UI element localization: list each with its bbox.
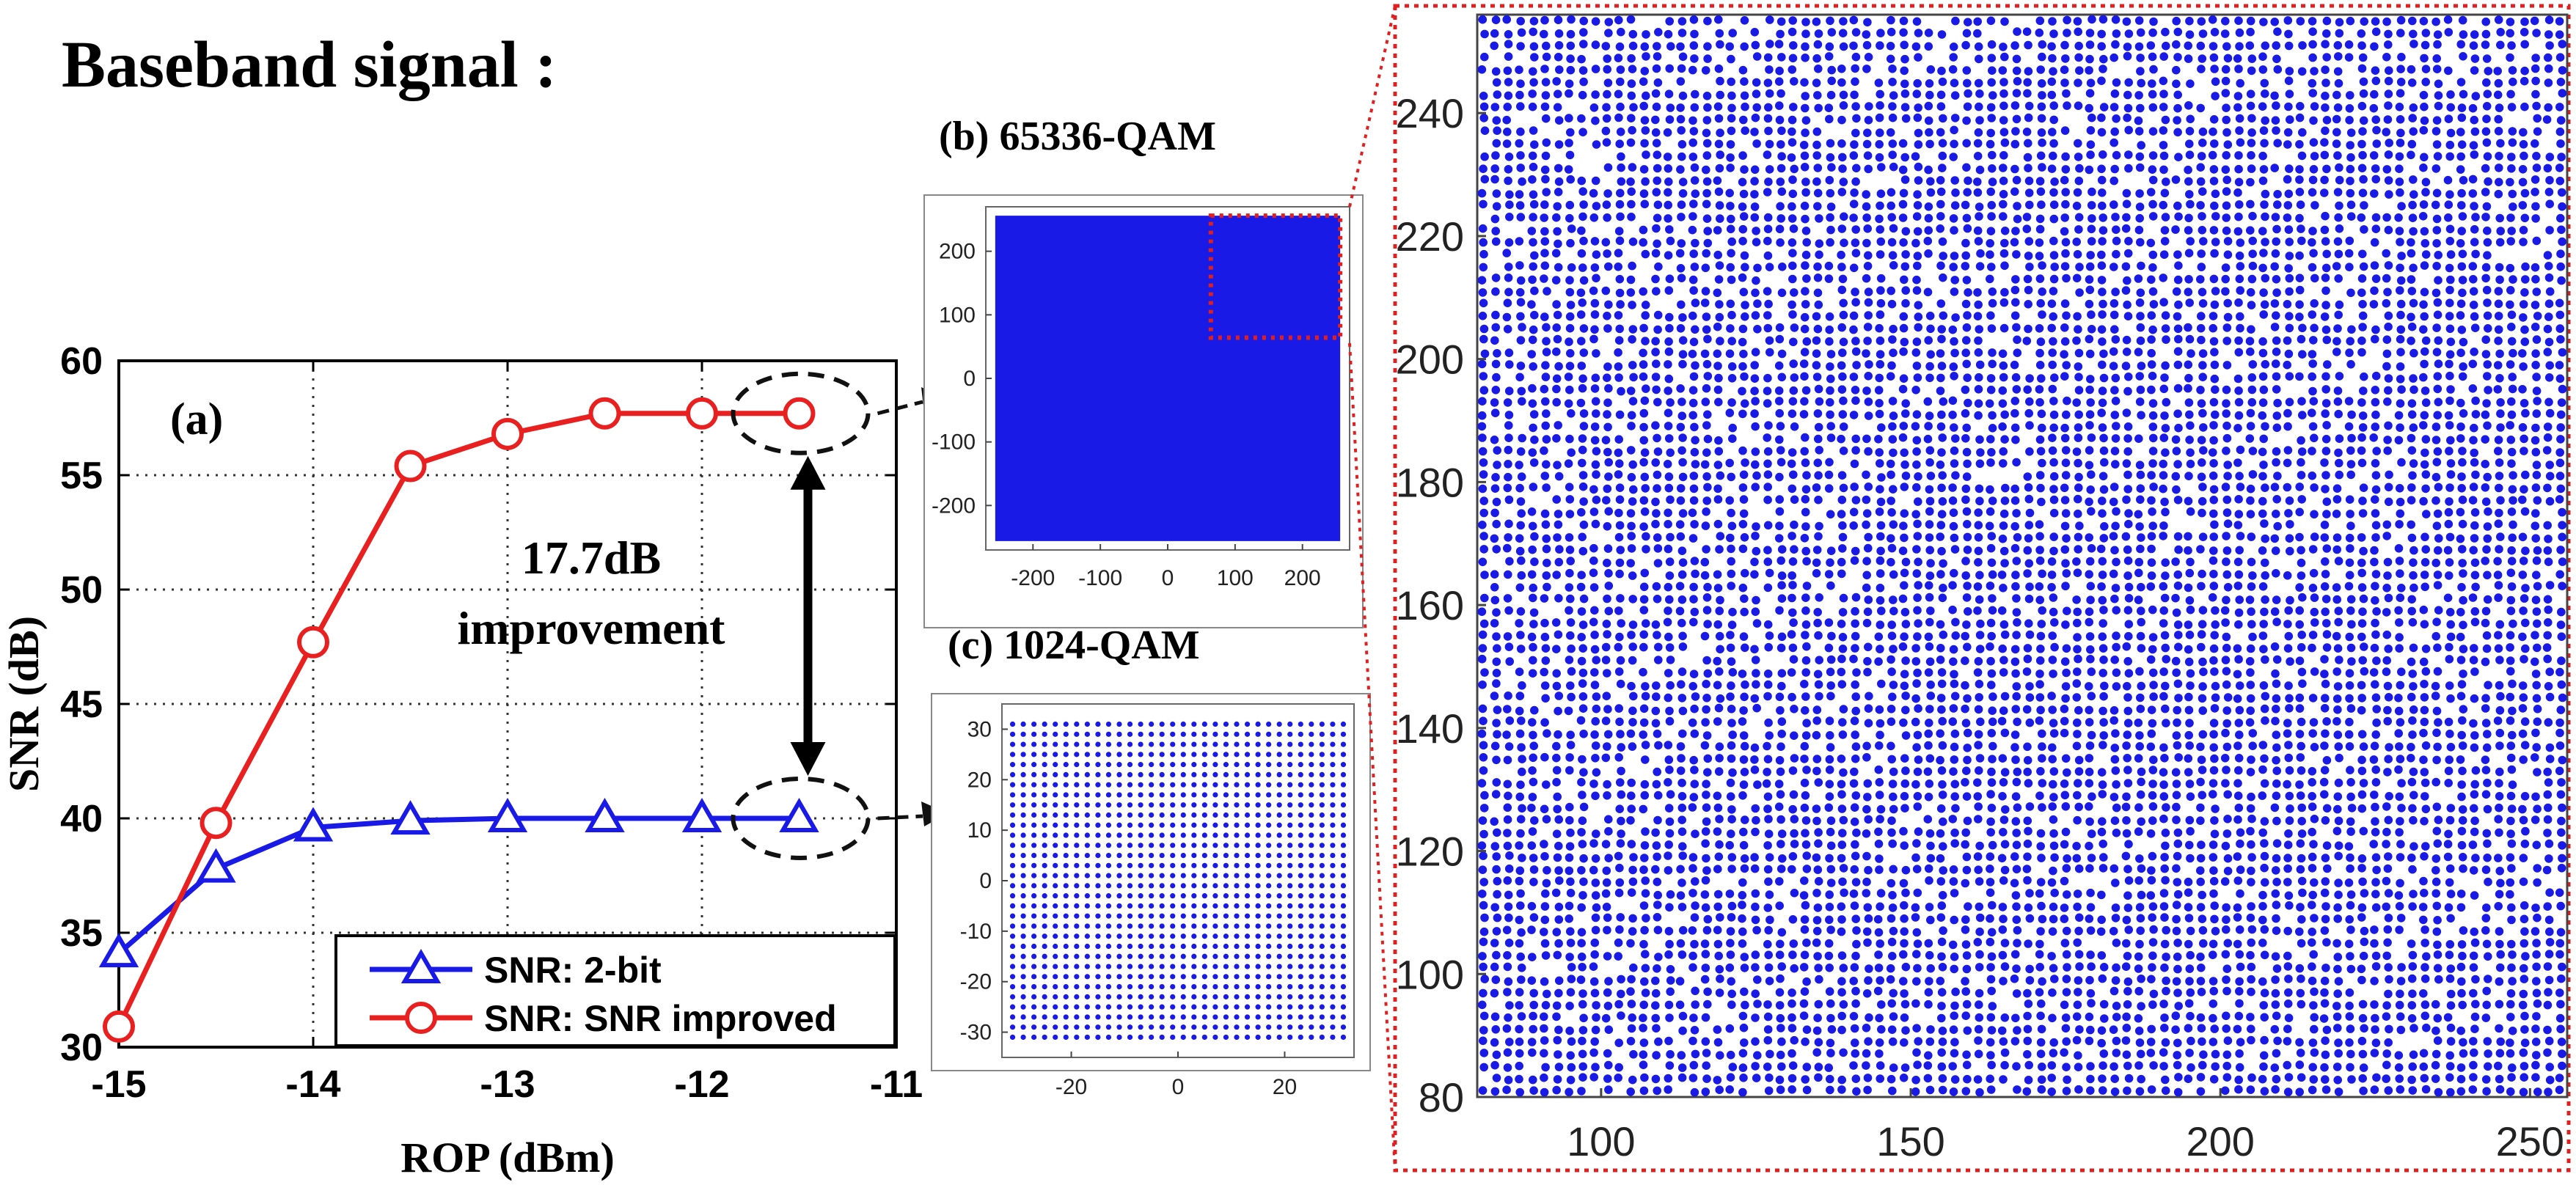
legend-label: SNR: SNR improved bbox=[484, 998, 837, 1039]
x-tick-label: 20 bbox=[1273, 1075, 1297, 1099]
panel-c-frame bbox=[931, 693, 1371, 1071]
y-tick-label: 30 bbox=[60, 1027, 103, 1069]
zoom-connector-line bbox=[1348, 342, 1397, 1171]
series-line-2bit bbox=[117, 815, 799, 955]
zoom-connector-line bbox=[1348, 5, 1397, 208]
x-tick-label: -13 bbox=[480, 1063, 535, 1106]
y-tick-label: 50 bbox=[60, 569, 103, 612]
x-tick-label: 100 bbox=[1217, 566, 1254, 590]
circle-marker bbox=[394, 450, 427, 483]
pointer-dashed-line bbox=[877, 814, 923, 821]
legend-triangle-marker bbox=[400, 949, 442, 983]
y-tick-label: 10 bbox=[967, 818, 992, 843]
y-tick-label: 140 bbox=[1396, 705, 1464, 752]
circle-marker bbox=[588, 397, 621, 430]
y-tick-label: 120 bbox=[1396, 829, 1464, 875]
pointer-dashed-line bbox=[877, 400, 923, 416]
constellation-points-block bbox=[995, 216, 1341, 541]
y-tick-label: 0 bbox=[963, 367, 976, 391]
panel-c-title: (c) 1024-QAM bbox=[948, 623, 1200, 668]
y-tick-label: -20 bbox=[960, 970, 992, 994]
figure-title: Baseband signal : bbox=[62, 29, 557, 101]
triangle-marker bbox=[487, 798, 528, 832]
triangle-marker bbox=[196, 848, 236, 883]
y-tick-label: 35 bbox=[60, 912, 103, 955]
improvement-value-text: 17.7dB bbox=[522, 532, 661, 584]
arrow-head-down bbox=[790, 742, 826, 776]
legend-circle-marker bbox=[405, 1002, 437, 1034]
circle-marker bbox=[103, 1010, 135, 1043]
y-tick-label: 20 bbox=[967, 768, 992, 792]
y-tick-label: 55 bbox=[60, 455, 103, 497]
x-tick-label: 200 bbox=[1284, 566, 1321, 590]
x-tick-label: -12 bbox=[674, 1063, 729, 1106]
y-tick-label: 200 bbox=[939, 240, 976, 264]
x-tick-label: -11 bbox=[870, 1063, 923, 1106]
y-tick-label: 40 bbox=[60, 798, 103, 840]
highlight-ellipse bbox=[731, 371, 871, 455]
y-tick-label: -30 bbox=[960, 1021, 992, 1045]
x-tick-label: 250 bbox=[2496, 1118, 2564, 1164]
zoom-region-box bbox=[1208, 213, 1343, 340]
triangle-marker bbox=[293, 807, 334, 842]
y-tick-label: 30 bbox=[967, 717, 992, 741]
y-tick-label: 200 bbox=[1396, 337, 1464, 383]
constellation-points bbox=[1009, 721, 1347, 1041]
circle-marker bbox=[491, 417, 524, 450]
arrow-head-up bbox=[790, 455, 826, 490]
series-line-snr-improved bbox=[116, 411, 799, 1028]
y-tick-label: 100 bbox=[1396, 951, 1464, 997]
circle-marker bbox=[686, 397, 718, 430]
qam1024-constellation: (c) 1024-QAM -20 0 20 -30 -20 -10 0 10 20 30 bbox=[931, 623, 1371, 1099]
qam65336-constellation: (b) 65336-QAM -200 -100 0 100 200 -200 -100 0 100… bbox=[923, 114, 1364, 628]
y-tick-label: 220 bbox=[1396, 213, 1464, 260]
panel-label: (a) bbox=[170, 395, 223, 444]
x-tick-label: 100 bbox=[1567, 1118, 1635, 1164]
circle-marker bbox=[783, 397, 816, 430]
x-tick-label: 0 bbox=[1162, 566, 1174, 590]
y-tick-label: -200 bbox=[932, 494, 976, 518]
triangle-marker bbox=[585, 798, 625, 832]
highlight-ellipse bbox=[731, 777, 871, 860]
triangle-marker bbox=[681, 798, 722, 832]
x-tick-label: 150 bbox=[1876, 1118, 1944, 1164]
triangle-marker bbox=[779, 798, 819, 832]
x-axis-label: ROP (dBm) bbox=[400, 1134, 615, 1181]
x-tick-label: 0 bbox=[1172, 1075, 1185, 1099]
y-tick-label: 0 bbox=[979, 869, 992, 893]
y-axis-label: SNR (dB) bbox=[0, 616, 48, 792]
y-tick-label: 60 bbox=[60, 340, 103, 383]
triangle-marker bbox=[98, 933, 139, 968]
y-tick-label: 180 bbox=[1396, 459, 1464, 505]
zoomed-constellation: 100 150 200 250 80 100 120 140 160 180 200 220 240 bbox=[1348, 4, 2571, 1173]
x-tick-label: -200 bbox=[1011, 566, 1055, 590]
y-tick-label: 80 bbox=[1419, 1074, 1464, 1120]
panel-b-title: (b) 65336-QAM bbox=[939, 114, 1216, 159]
circle-marker bbox=[297, 625, 329, 658]
x-tick-label: 200 bbox=[2186, 1118, 2254, 1164]
triangle-marker bbox=[390, 800, 431, 835]
y-tick-label: -100 bbox=[932, 430, 976, 455]
snr-vs-rop-chart: -15 -14 -13 -12 -11 30 35 40 45 50 55 60 ROP (dBm) SN… bbox=[0, 340, 948, 1181]
y-tick-label: 240 bbox=[1396, 90, 1464, 136]
legend-label: SNR: 2-bit bbox=[484, 950, 662, 991]
y-tick-label: 45 bbox=[60, 683, 103, 726]
x-tick-label: -100 bbox=[1078, 566, 1122, 590]
x-tick-label: -14 bbox=[285, 1063, 340, 1106]
y-tick-label: 100 bbox=[939, 303, 976, 327]
y-tick-label: 160 bbox=[1396, 582, 1464, 628]
y-tick-label: -10 bbox=[960, 920, 992, 944]
x-tick-label: -15 bbox=[91, 1063, 146, 1106]
improvement-label-text: improvement bbox=[458, 602, 726, 654]
zoom-axes bbox=[1476, 13, 2569, 1098]
x-tick-label: -20 bbox=[1055, 1075, 1087, 1099]
circle-marker bbox=[200, 807, 233, 840]
